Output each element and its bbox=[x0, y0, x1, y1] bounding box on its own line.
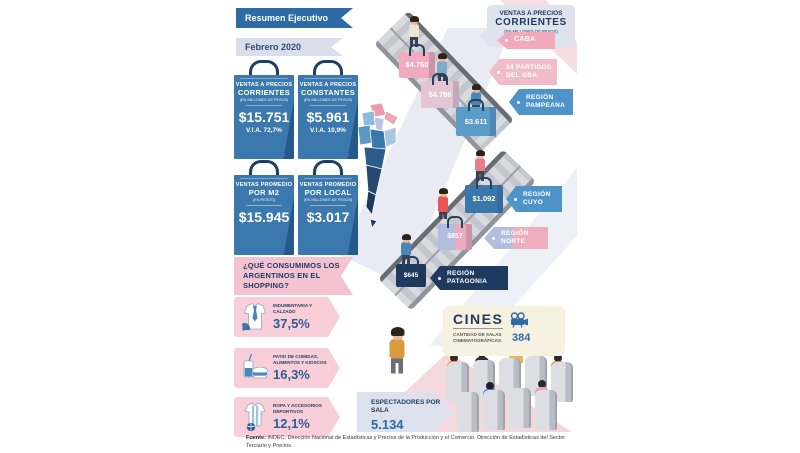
region-tag-caba: CABA bbox=[497, 32, 555, 49]
espectadores-value: 5.134 bbox=[371, 416, 404, 432]
category-percentage: 16,3% bbox=[273, 366, 310, 382]
kpi-bag-ventas-corrientes: VENTAS A PRECIOS CORRIENTES (EN MILLONES… bbox=[234, 60, 294, 159]
bag-title2: POR M2 bbox=[248, 188, 280, 197]
drink-burger-icon bbox=[240, 352, 270, 384]
bag-unit: (EN MILLONES DE PESOS) bbox=[303, 198, 353, 202]
bag-value: $15.751 bbox=[238, 109, 290, 125]
value-bag-norte: $857 bbox=[438, 224, 472, 250]
category-label: PATIO DE COMIDAS, ALIMENTOS Y KIOSCOS bbox=[273, 354, 327, 365]
seat bbox=[509, 388, 531, 428]
footer-source-text: INDEC. Dirección Nacional de Estadística… bbox=[246, 435, 566, 450]
bag-unit: (EN MILLONES DE PESOS) bbox=[303, 98, 353, 102]
consumption-question-banner: ¿QUÉ CONSUMIMOS LOS ARGENTINOS EN EL SHO… bbox=[234, 257, 353, 295]
bag-title: VENTAS PROMEDIO bbox=[299, 182, 357, 188]
seat bbox=[551, 362, 573, 402]
bag-value: $5.961 bbox=[306, 109, 350, 125]
shopper-illustration bbox=[437, 188, 449, 219]
bag-title: VENTAS A PRECIOS bbox=[299, 82, 357, 88]
cines-title: CINES bbox=[453, 311, 504, 329]
argentina-map bbox=[357, 103, 399, 229]
footer-source-label: Fuente: bbox=[246, 435, 266, 441]
presenter-illustration bbox=[388, 327, 406, 374]
region-tag-gba: 24 PARTIDOS DEL GBA bbox=[489, 59, 557, 85]
bag-title2: CORRIENTES bbox=[237, 88, 291, 97]
consumption-card-deportes: ROPA Y ACCESORIOS DEPORTIVOS 12,1% bbox=[234, 397, 340, 437]
shirt-tie-shoe-icon bbox=[240, 301, 270, 333]
region-tag-norte: REGIÓN NORTE bbox=[484, 227, 548, 249]
value-bag-cuyo: $1.092 bbox=[465, 185, 503, 213]
bag-variation: V.I.A. 10,9% bbox=[310, 127, 346, 134]
bag-value: $15.945 bbox=[238, 209, 290, 225]
shopper-illustration bbox=[408, 16, 420, 47]
film-projector-icon bbox=[511, 312, 529, 328]
espectadores-label: ESPECTADORES POR SALA bbox=[371, 399, 441, 415]
value-bag-gba: $4.786 bbox=[421, 81, 459, 108]
bag-handle-icon bbox=[249, 60, 279, 78]
kpi-bag-promedio-m2: VENTAS PROMEDIO POR M2 (EN PESOS) $15.94… bbox=[234, 160, 294, 255]
seat bbox=[483, 390, 505, 430]
page-title: Resumen Ejecutivo bbox=[236, 8, 353, 28]
banner-line2: CORRIENTES bbox=[495, 17, 567, 28]
bag-handle-icon bbox=[249, 160, 279, 178]
bag-title2: POR LOCAL bbox=[304, 188, 352, 197]
kpi-bag-promedio-local: VENTAS PROMEDIO POR LOCAL (EN MILLONES D… bbox=[298, 160, 358, 255]
kpi-bag-ventas-constantes: VENTAS A PRECIOS CONSTANTES (EN MILLONES… bbox=[298, 60, 358, 159]
footer-source: Fuente: INDEC. Dirección Nacional de Est… bbox=[246, 434, 570, 451]
category-percentage: 12,1% bbox=[273, 415, 310, 431]
consumption-card-comidas: PATIO DE COMIDAS, ALIMENTOS Y KIOSCOS 16… bbox=[234, 348, 340, 388]
bag-handle-icon bbox=[313, 60, 343, 78]
salas-count: 384 bbox=[512, 332, 531, 344]
sports-jersey-ball-icon bbox=[240, 401, 270, 433]
banner-unit: (EN MILLONES DE PESOS) bbox=[504, 29, 558, 34]
cinema-seats-illustration bbox=[447, 346, 573, 432]
bag-value: $3.017 bbox=[306, 209, 350, 225]
category-label: ROPA Y ACCESORIOS DEPORTIVOS bbox=[273, 403, 322, 414]
region-tag-cuyo: REGIÓN CUYO bbox=[506, 186, 562, 212]
seat bbox=[457, 392, 479, 432]
bag-variation: V.I.A. 72,7% bbox=[246, 127, 282, 134]
cines-card: CINES CANTIDAD DE SALAS CINEMATOGRÁFICAS… bbox=[443, 306, 565, 356]
bag-unit: (EN MILLONES DE PESOS) bbox=[239, 98, 289, 102]
region-tag-pampeana: REGIÓN PAMPEANA bbox=[509, 89, 573, 115]
salas-label: CANTIDAD DE SALAS CINEMATOGRÁFICAS bbox=[453, 332, 502, 343]
espectadores-banner: ESPECTADORES POR SALA 5.134 bbox=[357, 392, 453, 432]
bag-title2: CONSTANTES bbox=[300, 88, 356, 97]
period-label: Febrero 2020 bbox=[236, 38, 343, 56]
category-percentage: 37,5% bbox=[273, 315, 310, 331]
value-bag-pampeana: $3.611 bbox=[456, 107, 496, 136]
shopper-illustration bbox=[474, 150, 486, 181]
seat bbox=[535, 390, 557, 430]
value-bag-patagonia: $645 bbox=[396, 264, 426, 287]
bag-handle-icon bbox=[313, 160, 343, 178]
banner-line1: VENTAS A PRECIOS bbox=[499, 10, 563, 17]
category-label: INDUMENTARIA Y CALZADO bbox=[273, 303, 313, 314]
bag-title: VENTAS A PRECIOS bbox=[235, 82, 293, 88]
value-bag-caba: $4.760 bbox=[399, 52, 435, 78]
bag-title: VENTAS PROMEDIO bbox=[235, 182, 293, 188]
bag-unit: (EN PESOS) bbox=[253, 198, 275, 202]
region-tag-patagonia: REGIÓN PATAGONIA bbox=[430, 266, 508, 290]
consumption-card-indumentaria: INDUMENTARIA Y CALZADO 37,5% bbox=[234, 297, 340, 337]
